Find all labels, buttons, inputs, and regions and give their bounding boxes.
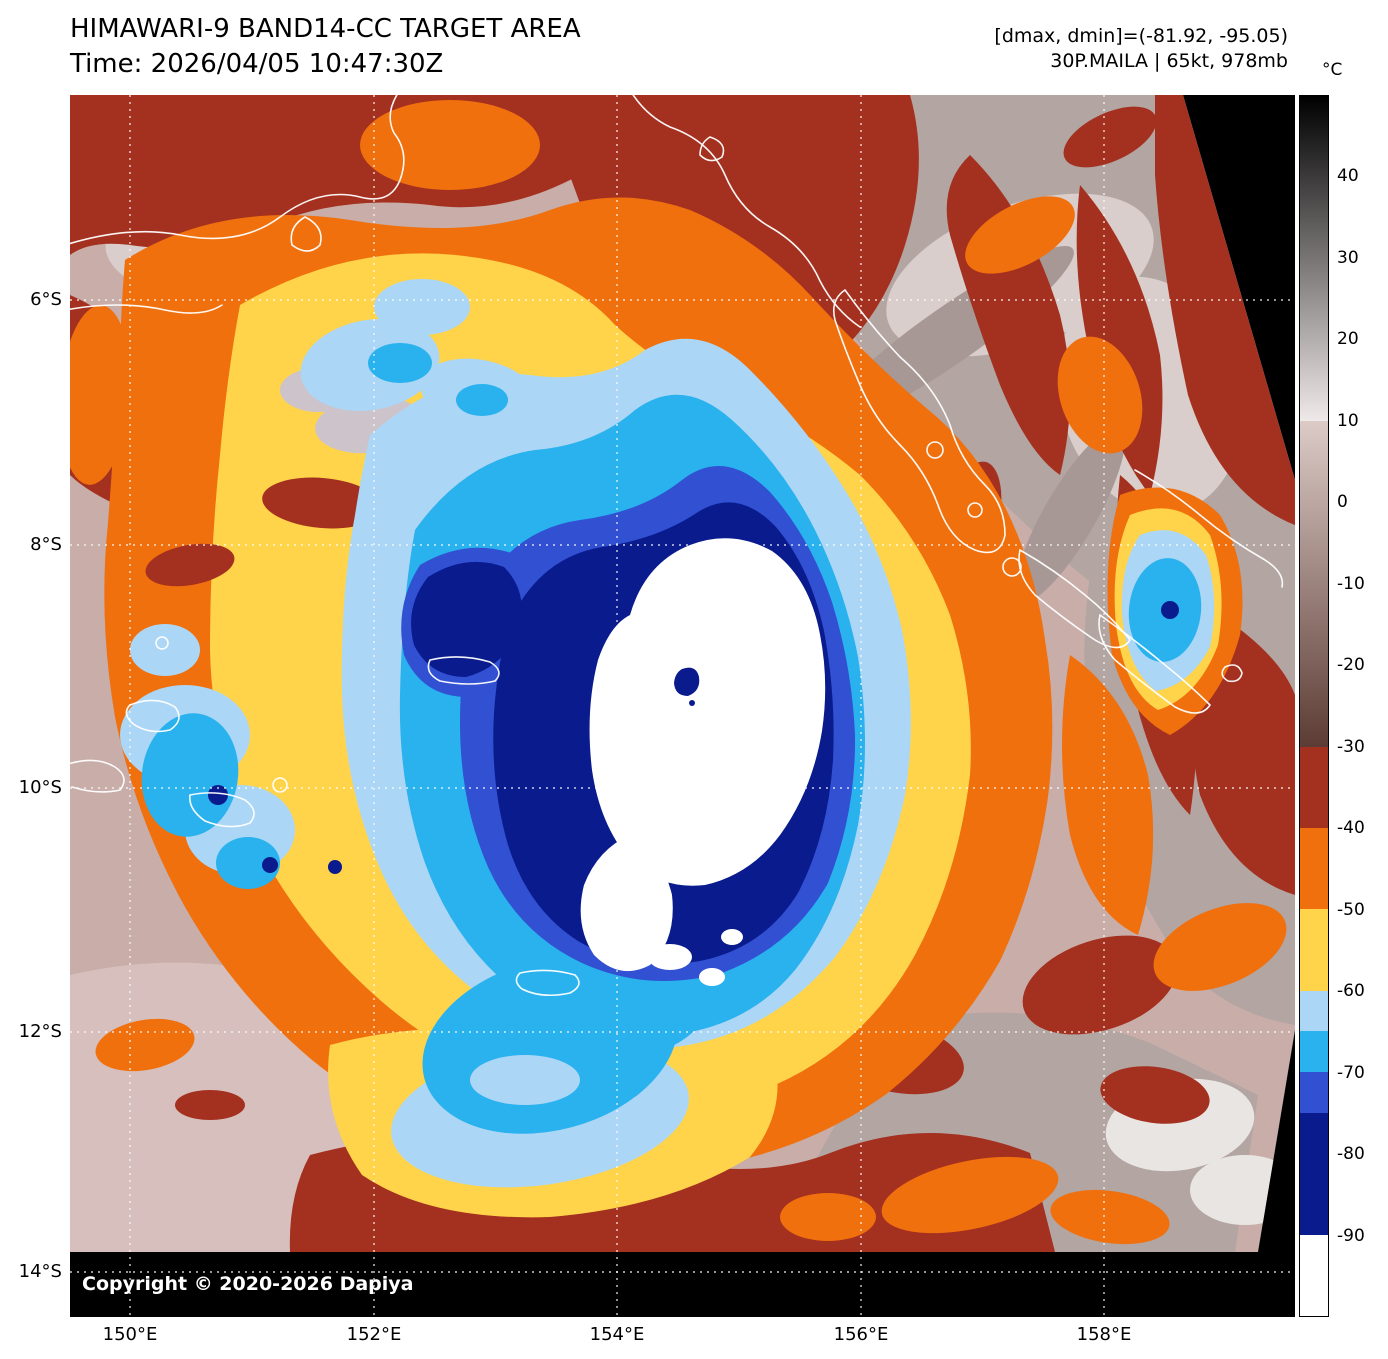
lat-tick-label: 14°S: [18, 1261, 62, 1282]
colorbar-ticks: 40 30 20 10 0 -10 -20 -30 -40 -50 -60 -70 -80 -90: [1337, 0, 1387, 1359]
colorbar-tick-label: -80: [1337, 1144, 1365, 1165]
colorbar-segment: [1300, 1031, 1328, 1072]
pale-spot: [470, 1055, 580, 1105]
lon-tick-label: 154°E: [589, 1324, 645, 1345]
lon-tick-label: 156°E: [833, 1324, 889, 1345]
colorbar-tick-label: 40: [1337, 166, 1359, 187]
colorbar-segment: [1300, 421, 1328, 747]
colorbar-segment: [1300, 828, 1328, 910]
colorbar-segment: [1300, 990, 1328, 1032]
lat-tick-label: 10°S: [18, 777, 62, 798]
image-title: HIMAWARI-9 BAND14-CC TARGET AREA: [70, 14, 581, 44]
colorbar-segment: [1300, 1234, 1328, 1316]
lat-tick-label: 12°S: [18, 1021, 62, 1042]
copyright-notice: Copyright © 2020-2026 Dapiya: [82, 1273, 414, 1295]
storm-info: 30P.MAILA | 65kt, 978mb: [1050, 50, 1288, 72]
colorbar: [1299, 95, 1329, 1317]
colorbar-tick-label: -70: [1337, 1062, 1365, 1083]
colorbar-tick-label: -90: [1337, 1225, 1365, 1246]
timestamp: Time: 2026/04/05 10:47:30Z: [70, 49, 444, 79]
satellite-data-region: [70, 95, 1295, 1252]
satellite-plot: Copyright © 2020-2026 Dapiya: [70, 95, 1295, 1317]
colorbar-segment: [1300, 746, 1328, 828]
colorbar-tick-label: -40: [1337, 818, 1365, 839]
colorbar-segment: [1300, 1072, 1328, 1113]
colorbar-tick-label: -10: [1337, 573, 1365, 594]
graticule: [70, 95, 1295, 1317]
colorbar-segment: [1300, 909, 1328, 991]
colorbar-tick-label: -20: [1337, 655, 1365, 676]
colorbar-tick-label: -30: [1337, 736, 1365, 757]
coastlines: [70, 95, 1284, 997]
colorbar-segment: [1300, 1112, 1328, 1235]
colorbar-tick-label: -60: [1337, 981, 1365, 1002]
lon-tick-label: 150°E: [102, 1324, 158, 1345]
colorbar-tick-label: 10: [1337, 410, 1359, 431]
colorbar-tick-label: 0: [1337, 492, 1348, 513]
dmax-dmin-readout: [dmax, dmin]=(-81.92, -95.05): [994, 25, 1288, 47]
header-readouts: [dmax, dmin]=(-81.92, -95.05) 30P.MAILA …: [994, 24, 1288, 74]
satellite-map-image: [70, 95, 1295, 1317]
colorbar-tick-label: 30: [1337, 247, 1359, 268]
colorbar-tick-label: 20: [1337, 329, 1359, 350]
cyclone-eye: [674, 667, 700, 706]
colorbar-unit: °C: [1322, 60, 1343, 80]
lon-tick-label: 152°E: [346, 1324, 402, 1345]
colorbar-tick-label: -50: [1337, 899, 1365, 920]
lon-tick-label: 158°E: [1076, 1324, 1132, 1345]
colorbar-segment: [1300, 96, 1328, 422]
lat-tick-label: 6°S: [30, 289, 62, 310]
lat-tick-label: 8°S: [30, 534, 62, 555]
central-dense-overcast: [580, 538, 826, 986]
